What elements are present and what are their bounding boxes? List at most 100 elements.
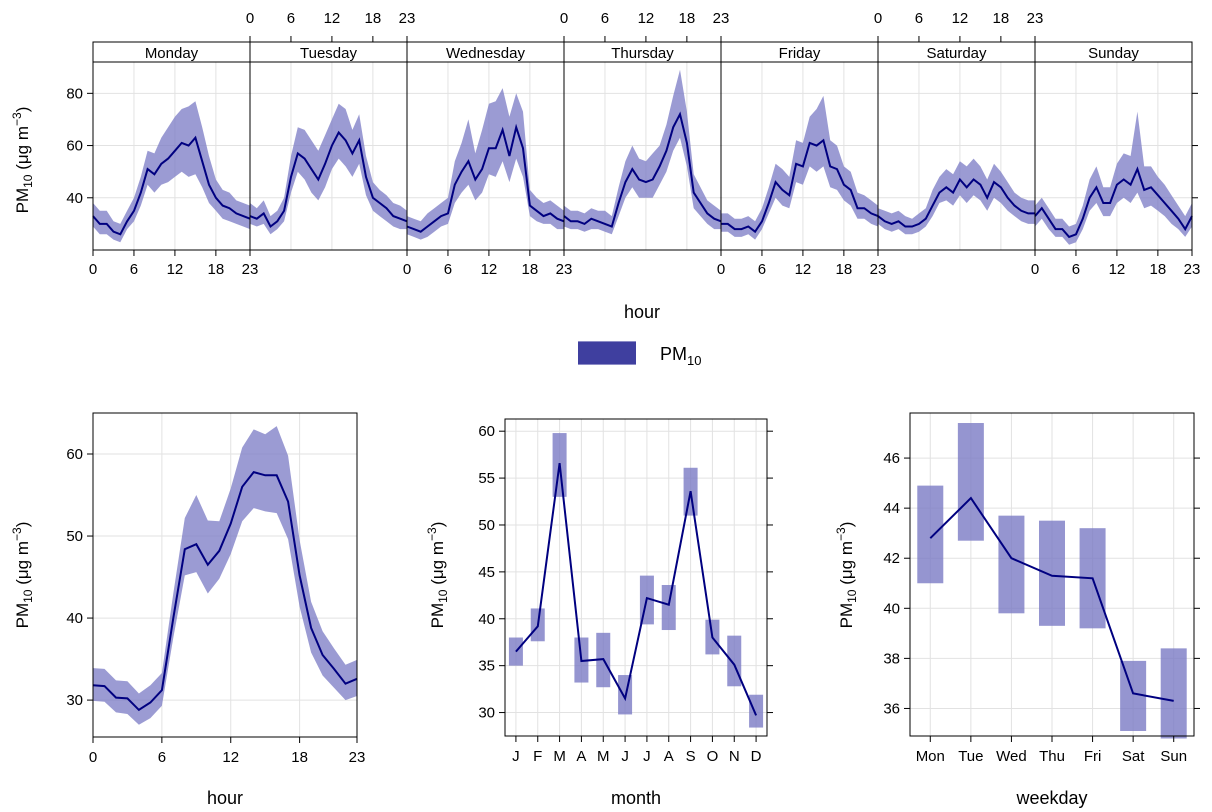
strip-label-wednesday: Wednesday [446,45,525,62]
x-tick-label: 18 [291,749,308,766]
hour-y-axis-title: PM10 (μg m−3) [10,522,35,629]
month-line [515,462,758,716]
weekday-x-axis: Mon Tue Wed Thu Fri Sat Sun [916,736,1187,765]
hour-y-axis: 30 40 50 60 [66,446,93,709]
y-tick-label: 40 [66,190,83,207]
y-tick-label: 30 [66,692,83,709]
x-tick-label: 0 [89,261,97,278]
y-tick-label: 35 [478,658,495,675]
x-tick-label: 0 [560,10,568,27]
y-tick-label: 38 [883,650,900,667]
y-tick-label: 60 [66,138,83,155]
weekday-mean-line [929,496,1174,702]
weekday-line [929,496,1174,702]
x-tick-label: 6 [758,261,766,278]
y-tick-label: 40 [478,611,495,628]
x-tick-label: 18 [365,10,382,27]
month-x-axis-title: month [611,788,661,808]
x-tick-label: 18 [836,261,853,278]
legend: PM10 [578,341,701,368]
x-tick-label: 0 [89,749,97,766]
panel-dividers [249,42,1036,250]
month-y-axis-title: PM10 (μg m−3) [425,522,450,629]
x-tick-label: Sun [1160,748,1187,765]
weekday-hour-chart: Monday Tuesday Wednesday Thursday Friday Satu… [10,10,1200,322]
top-y-axis: 40 60 80 [66,85,1198,207]
x-tick-label: 23 [713,10,730,27]
x-tick-label: 0 [403,261,411,278]
x-tick-label: O [707,748,719,765]
x-tick-label: 23 [870,261,887,278]
y-tick-label: 40 [66,610,83,627]
x-tick-label: 18 [208,261,225,278]
weekday-x-axis-title: weekday [1015,788,1087,808]
y-tick-label: 45 [478,564,495,581]
mean-line-wednesday [406,123,565,233]
month-y-axis: 30 35 40 45 50 55 60 [478,423,773,722]
x-tick-label: 12 [324,10,341,27]
mean-line-friday [721,138,879,234]
x-tick-label: 0 [1031,261,1039,278]
hour-band [93,426,357,725]
y-tick-label: 50 [66,528,83,545]
x-tick-label: 6 [287,10,295,27]
x-tick-label: 0 [874,10,882,27]
x-tick-label: J [643,748,651,765]
x-tick-label: 6 [444,261,452,278]
x-tick-label: 18 [993,10,1010,27]
hour-x-axis: 0 6 12 18 23 [89,737,366,766]
x-tick-label: 12 [638,10,655,27]
x-tick-label: S [686,748,696,765]
confidence-band-monday [93,101,250,243]
x-tick-label: J [512,748,520,765]
hour-frame [92,412,358,738]
ci-bar-sun [1160,648,1187,739]
mean-line-monday [92,135,251,236]
confidence-band-thursday [564,69,721,235]
weekday-chart: Mon Tue Wed Thu Fri Sat Sun 36 38 40 42 44 46 weekd… [834,412,1200,808]
weekday-y-axis: 36 38 40 42 44 46 [883,450,1200,717]
month-frame [504,418,768,737]
x-tick-label: 12 [1109,261,1126,278]
hour-line [92,470,358,712]
x-tick-label: N [729,748,740,765]
strip-label-monday: Monday [145,45,199,62]
confidence-band-saturday [878,158,1035,235]
x-tick-label: 23 [1184,261,1201,278]
x-tick-label: Sat [1122,748,1145,765]
top-bands [93,69,1192,245]
x-tick-label: 6 [130,261,138,278]
weekday-bars [917,423,1187,739]
confidence-band-tuesday [250,103,407,235]
ci-bar-n [727,635,742,687]
mean-line-tuesday [249,130,408,229]
month-mean-line [515,462,758,716]
y-tick-label: 40 [883,600,900,617]
x-tick-label: 6 [601,10,609,27]
mean-line-saturday [877,177,1035,228]
ci-bar-wed [998,515,1025,614]
ci-bar-tue [957,423,984,541]
mean-line-sunday [1034,166,1193,239]
ci-bar-d [749,694,764,728]
x-tick-label: Mon [916,748,945,765]
y-tick-label: 36 [883,700,900,717]
x-tick-label: 23 [349,749,366,766]
weekday-y-axis-title: PM10 (μg m−3) [834,522,859,629]
x-tick-label: 12 [795,261,812,278]
y-tick-label: 60 [478,423,495,440]
strip-label-saturday: Saturday [926,45,987,62]
confidence-band-friday [721,95,878,240]
ci-bar-thu [1039,520,1065,626]
hour-confidence-band [93,426,357,725]
x-tick-label: 12 [481,261,498,278]
top-lines [92,111,1193,239]
confidence-band-wednesday [407,88,564,240]
x-tick-label: Wed [996,748,1027,765]
y-tick-label: 30 [478,705,495,722]
hour-chart: 0 6 12 18 23 30 40 50 60 hour PM10 (μg m−3) [10,412,366,808]
legend-key [578,342,636,364]
